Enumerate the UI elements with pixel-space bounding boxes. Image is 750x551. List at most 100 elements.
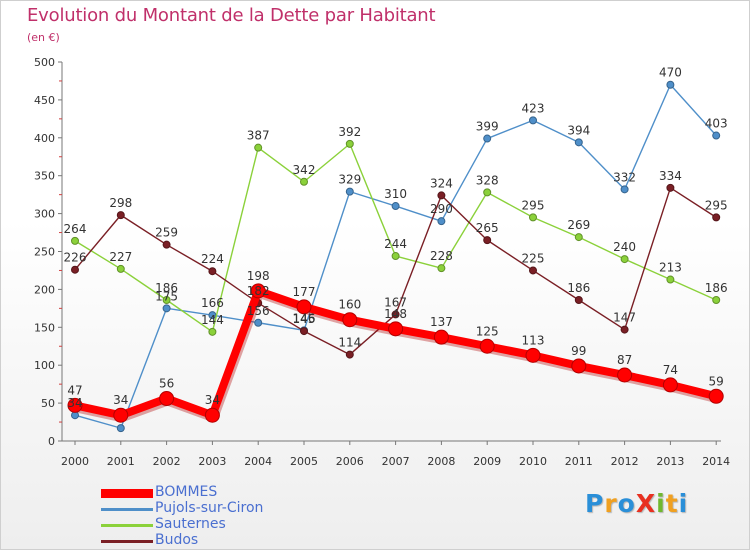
data-point-pujols-sur-ciron xyxy=(529,116,537,125)
data-label-bommes: 198 xyxy=(247,269,270,283)
logo-letter: r xyxy=(604,489,618,518)
data-label-pujols-sur-ciron: 166 xyxy=(201,296,224,310)
data-point-pujols-sur-ciron xyxy=(483,134,492,143)
logo-letter: i xyxy=(656,489,666,518)
data-point-sauternes xyxy=(666,275,675,284)
data-point-bommes xyxy=(388,321,404,337)
legend-swatch-budos xyxy=(101,540,153,543)
data-point-bommes xyxy=(250,283,266,299)
data-label-budos: 182 xyxy=(247,284,270,298)
data-point-sauternes xyxy=(208,327,217,336)
data-point-pujols-sur-ciron xyxy=(712,131,721,140)
data-label-budos: 114 xyxy=(338,336,361,350)
data-point-sauternes xyxy=(483,188,492,197)
data-point-sauternes xyxy=(620,255,629,264)
y-tick-label: 450 xyxy=(34,94,55,107)
x-tick-label: 2009 xyxy=(473,455,501,468)
x-tick-label: 2005 xyxy=(290,455,318,468)
data-point-pujols-sur-ciron xyxy=(345,187,354,196)
y-tick-label: 100 xyxy=(34,359,55,372)
data-label-pujols-sur-ciron: 403 xyxy=(705,117,728,131)
data-point-budos xyxy=(574,296,583,305)
data-label-budos: 186 xyxy=(567,281,590,295)
data-point-bommes xyxy=(342,312,358,328)
data-point-sauternes xyxy=(712,296,721,305)
data-label-pujols-sur-ciron: 332 xyxy=(613,170,636,184)
data-point-pujols-sur-ciron xyxy=(574,138,583,147)
data-point-pujols-sur-ciron xyxy=(254,318,263,327)
data-label-sauternes: 144 xyxy=(201,313,224,327)
data-label-sauternes: 186 xyxy=(155,281,178,295)
x-tick-label: 2008 xyxy=(427,455,455,468)
x-tick-label: 2012 xyxy=(611,455,639,468)
x-tick-label: 2004 xyxy=(244,455,272,468)
data-point-budos xyxy=(116,211,125,220)
y-tick-label: 400 xyxy=(34,132,55,145)
data-point-budos xyxy=(712,213,721,222)
data-point-pujols-sur-ciron xyxy=(666,80,675,89)
data-point-budos xyxy=(300,327,308,336)
data-label-bommes: 34 xyxy=(113,393,128,407)
x-tick-label: 2002 xyxy=(153,455,181,468)
data-label-sauternes: 342 xyxy=(293,163,316,177)
proxiti-logo: ProXiti xyxy=(585,489,688,518)
data-label-budos: 259 xyxy=(155,226,178,240)
y-tick-label: 50 xyxy=(41,397,55,410)
data-point-bommes xyxy=(617,367,633,383)
x-tick-label: 2003 xyxy=(198,455,226,468)
data-point-pujols-sur-ciron xyxy=(620,185,629,194)
data-label-budos: 298 xyxy=(109,196,132,210)
logo-letter: o xyxy=(617,489,636,518)
data-point-sauternes xyxy=(437,264,446,273)
logo-letter: X xyxy=(635,489,657,518)
x-tick-label: 2006 xyxy=(336,455,364,468)
data-label-sauternes: 227 xyxy=(109,250,132,264)
legend-swatch-pujols-sur-ciron xyxy=(101,508,153,511)
data-label-bommes: 99 xyxy=(571,344,586,358)
data-label-sauternes: 328 xyxy=(476,173,499,187)
data-point-bommes xyxy=(525,347,541,363)
chart-title: Evolution du Montant de la Dette par Hab… xyxy=(27,5,436,26)
data-point-budos xyxy=(162,240,171,249)
legend-swatch-bommes xyxy=(101,489,153,498)
data-point-sauternes xyxy=(574,233,583,242)
data-label-pujols-sur-ciron: 156 xyxy=(247,304,270,318)
y-tick-label: 350 xyxy=(34,170,55,183)
data-point-budos xyxy=(620,325,629,334)
data-point-bommes xyxy=(67,397,83,413)
y-tick-label: 200 xyxy=(34,283,55,296)
data-label-pujols-sur-ciron: 329 xyxy=(338,173,361,187)
data-label-bommes: 125 xyxy=(476,324,499,338)
data-label-sauternes: 186 xyxy=(705,281,728,295)
data-label-sauternes: 392 xyxy=(338,125,361,139)
x-tick-label: 2000 xyxy=(61,455,89,468)
data-label-budos: 226 xyxy=(64,251,87,265)
y-tick-label: 250 xyxy=(34,246,55,259)
data-label-pujols-sur-ciron: 310 xyxy=(384,187,407,201)
y-tick-label: 300 xyxy=(34,208,55,221)
data-label-pujols-sur-ciron: 423 xyxy=(522,101,545,115)
data-label-pujols-sur-ciron: 394 xyxy=(567,123,590,137)
data-label-bommes: 74 xyxy=(663,363,678,377)
data-label-budos: 167 xyxy=(384,295,407,309)
data-point-bommes xyxy=(113,407,129,423)
data-label-sauternes: 240 xyxy=(613,240,636,254)
data-label-bommes: 34 xyxy=(205,393,220,407)
y-tick-label: 150 xyxy=(34,321,55,334)
legend-label-bommes: BOMMES xyxy=(155,484,218,500)
data-point-sauternes xyxy=(254,143,263,152)
data-label-sauternes: 264 xyxy=(64,222,87,236)
data-point-sauternes xyxy=(116,264,125,273)
data-label-budos: 147 xyxy=(613,311,636,325)
data-point-pujols-sur-ciron xyxy=(437,217,446,226)
data-label-bommes: 59 xyxy=(709,374,724,388)
legend-label-budos: Budos xyxy=(155,532,199,548)
data-label-budos: 334 xyxy=(659,169,682,183)
data-label-budos: 265 xyxy=(476,221,499,235)
data-label-bommes: 56 xyxy=(159,377,174,391)
data-label-budos: 324 xyxy=(430,176,453,190)
data-label-bommes: 177 xyxy=(293,285,316,299)
data-point-sauternes xyxy=(300,177,308,186)
